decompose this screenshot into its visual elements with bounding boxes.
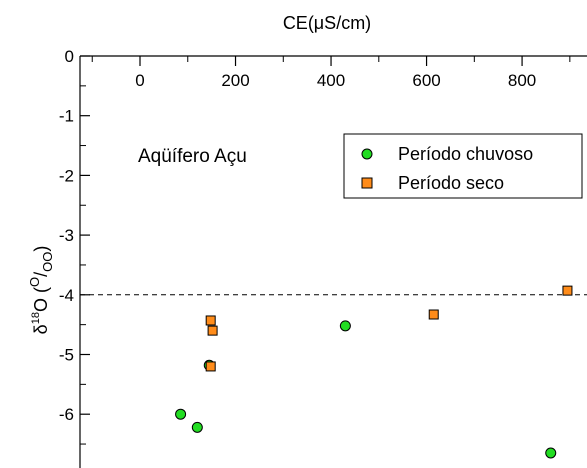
ylabel-sup-o: O <box>27 277 42 287</box>
x-tick-label: 600 <box>412 71 440 90</box>
point-seco <box>205 361 216 372</box>
ylabel-close: ) <box>31 246 51 252</box>
ylabel-slash: / <box>31 272 51 277</box>
x-tick-label: 800 <box>508 71 536 90</box>
legend-label-chuvoso: Período chuvoso <box>398 144 533 164</box>
data-points <box>175 285 573 459</box>
aquifer-annotation: Aqüífero Açu <box>138 146 247 167</box>
point-chuvoso <box>175 408 187 420</box>
point-seco <box>428 309 439 320</box>
y-ticks: 0 -1 -2 -3 -4 -5 -6 <box>59 47 90 445</box>
ylabel-o: O ( <box>31 287 51 312</box>
y-axis-title: δ18O (O/OO) <box>27 246 55 335</box>
y-tick-label: -4 <box>59 286 74 305</box>
legend-box <box>343 133 583 199</box>
y-tick-label: -3 <box>59 226 74 245</box>
point-seco <box>562 285 573 296</box>
ylabel-sup18: 18 <box>30 312 42 324</box>
ylabel-delta: δ <box>31 324 51 334</box>
legend-marker-chuvoso <box>361 148 373 160</box>
x-tick-label: 200 <box>221 71 249 90</box>
legend-marker-seco <box>361 177 373 189</box>
point-chuvoso <box>339 320 351 332</box>
point-seco <box>205 315 216 326</box>
point-seco <box>207 325 218 336</box>
y-tick-label: 0 <box>65 47 74 66</box>
y-tick-label: -1 <box>59 107 74 126</box>
y-tick-label: -5 <box>59 346 74 365</box>
x-tick-label: 400 <box>317 71 345 90</box>
axes <box>79 55 587 468</box>
x-tick-label: 0 <box>135 71 144 90</box>
point-chuvoso <box>191 421 203 433</box>
legend: Período chuvoso Período seco <box>343 133 583 199</box>
x-axis-title: CE(μS/cm) <box>283 13 371 33</box>
ylabel-sub-oo: OO <box>40 252 55 272</box>
legend-label-seco: Período seco <box>398 173 504 193</box>
x-ticks: 0 200 400 600 800 <box>91 56 571 90</box>
point-chuvoso <box>545 447 557 459</box>
y-tick-label: -2 <box>59 166 74 185</box>
y-tick-label: -6 <box>59 405 74 424</box>
svg-text:δ18O (O/OO): δ18O (O/OO) <box>27 246 55 335</box>
